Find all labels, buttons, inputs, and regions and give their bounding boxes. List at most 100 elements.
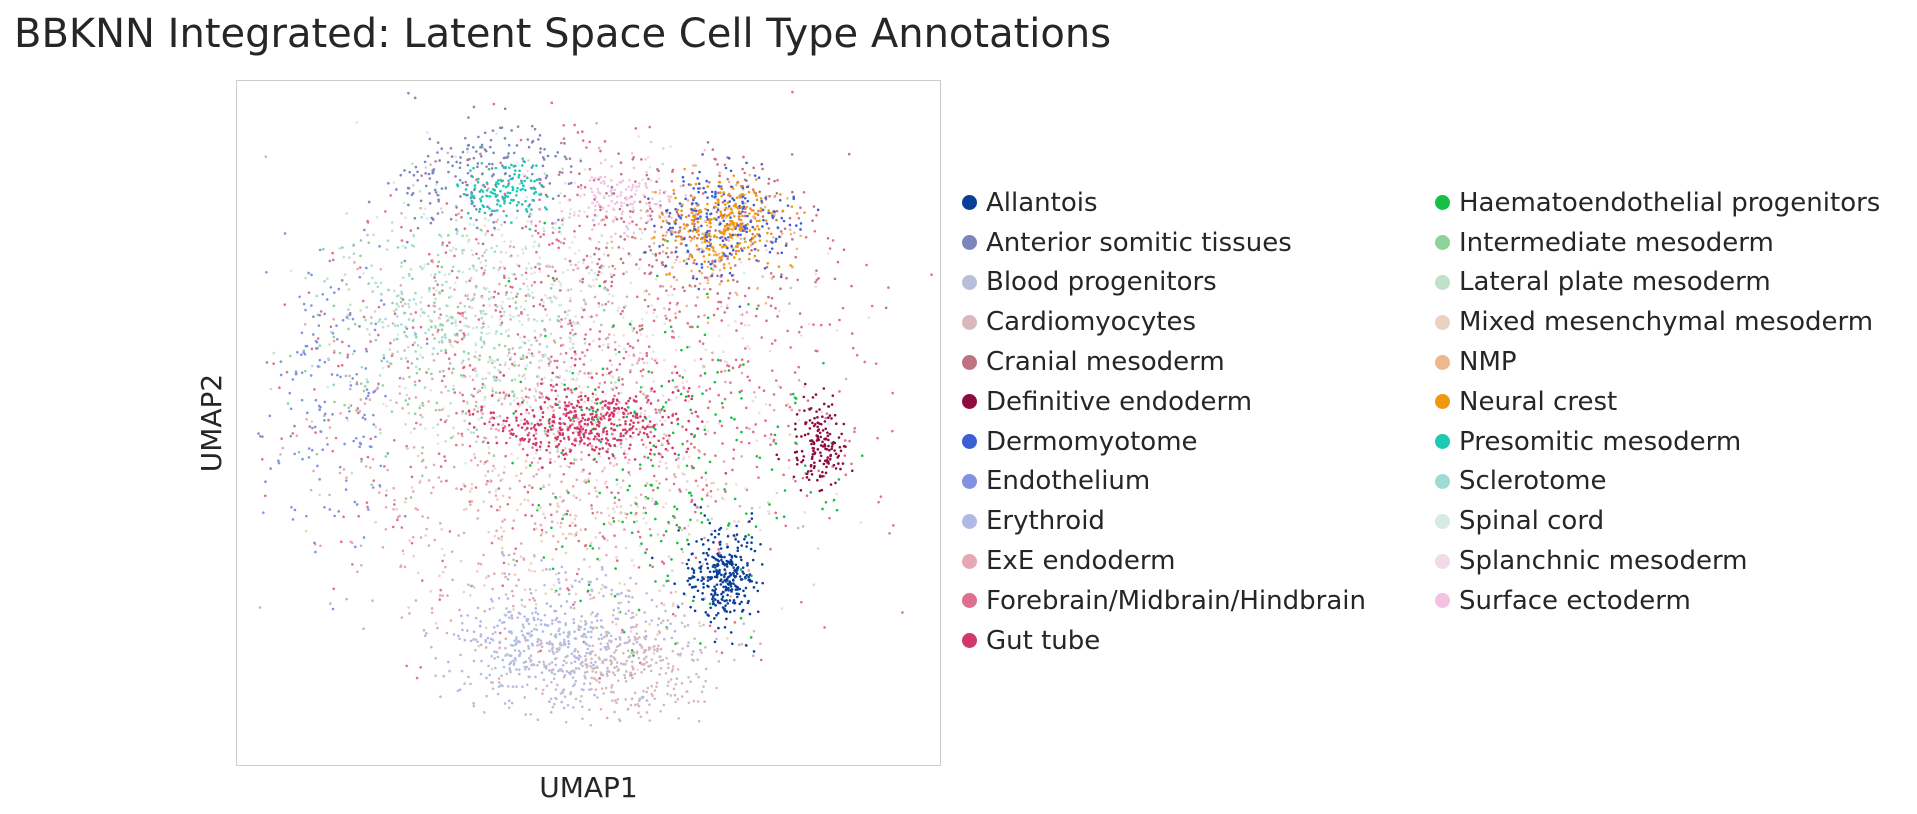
data-point bbox=[434, 160, 437, 163]
data-point bbox=[504, 251, 508, 254]
data-point bbox=[694, 304, 698, 307]
data-point bbox=[628, 484, 631, 488]
data-point bbox=[657, 630, 661, 633]
data-point bbox=[565, 310, 568, 313]
data-point bbox=[514, 658, 517, 662]
data-point bbox=[671, 229, 674, 233]
data-point bbox=[577, 628, 581, 632]
data-point bbox=[604, 280, 607, 283]
data-point bbox=[418, 367, 421, 371]
data-point bbox=[449, 343, 452, 347]
data-point bbox=[666, 255, 670, 259]
data-point bbox=[263, 494, 267, 498]
data-point bbox=[643, 393, 647, 397]
data-point bbox=[606, 336, 610, 340]
data-point bbox=[602, 468, 605, 472]
data-point bbox=[720, 258, 723, 262]
data-point bbox=[371, 486, 375, 489]
data-point bbox=[592, 223, 596, 227]
data-point bbox=[540, 298, 544, 302]
data-point bbox=[504, 454, 507, 458]
data-point bbox=[540, 671, 544, 674]
data-point bbox=[649, 458, 653, 462]
data-point bbox=[509, 643, 513, 647]
data-point bbox=[698, 282, 702, 286]
data-point bbox=[665, 208, 669, 212]
data-point bbox=[454, 175, 457, 178]
data-point bbox=[583, 544, 587, 548]
data-point bbox=[536, 718, 540, 722]
data-point bbox=[710, 481, 713, 485]
data-point bbox=[717, 259, 721, 262]
data-point bbox=[443, 455, 446, 458]
data-point bbox=[599, 619, 603, 622]
data-point bbox=[786, 197, 789, 200]
data-point bbox=[487, 574, 490, 578]
data-point bbox=[550, 587, 554, 591]
data-point bbox=[579, 699, 582, 703]
data-point bbox=[571, 328, 574, 332]
data-point bbox=[577, 260, 580, 264]
data-point bbox=[508, 666, 511, 670]
data-point bbox=[575, 531, 579, 534]
data-point bbox=[269, 387, 273, 391]
data-point bbox=[498, 508, 501, 512]
data-point bbox=[573, 654, 576, 658]
data-point bbox=[483, 148, 487, 151]
data-point bbox=[586, 436, 590, 440]
data-point bbox=[526, 138, 530, 141]
data-point bbox=[553, 702, 556, 706]
series-group bbox=[362, 547, 706, 723]
data-point bbox=[368, 466, 372, 469]
data-point bbox=[569, 513, 572, 517]
data-point bbox=[627, 655, 631, 659]
data-point bbox=[677, 717, 680, 720]
data-point bbox=[717, 191, 720, 195]
data-point bbox=[597, 637, 601, 641]
data-point bbox=[548, 182, 552, 185]
data-point bbox=[489, 427, 493, 430]
data-point bbox=[673, 452, 677, 456]
data-point bbox=[636, 702, 640, 706]
data-point bbox=[605, 485, 609, 489]
data-point bbox=[496, 508, 499, 512]
data-point bbox=[612, 464, 616, 468]
data-point bbox=[329, 286, 333, 289]
data-point bbox=[628, 423, 632, 426]
data-point bbox=[336, 337, 339, 341]
data-point bbox=[377, 305, 381, 309]
data-point bbox=[600, 348, 604, 352]
data-point bbox=[555, 650, 559, 654]
data-point bbox=[642, 443, 645, 446]
data-point bbox=[816, 547, 820, 550]
data-point bbox=[413, 412, 417, 416]
data-point bbox=[492, 572, 496, 575]
data-point bbox=[493, 366, 496, 369]
data-point bbox=[522, 399, 525, 402]
data-point bbox=[407, 345, 410, 349]
data-point bbox=[788, 433, 792, 436]
data-point bbox=[468, 223, 472, 226]
data-point bbox=[651, 333, 655, 337]
data-point bbox=[626, 452, 629, 456]
data-point bbox=[290, 505, 293, 509]
data-point bbox=[743, 226, 746, 229]
data-point bbox=[289, 434, 293, 438]
data-point bbox=[703, 287, 706, 291]
data-point bbox=[687, 491, 691, 495]
data-point bbox=[658, 673, 661, 676]
data-point bbox=[600, 271, 604, 275]
data-point bbox=[542, 663, 546, 666]
data-point bbox=[765, 319, 768, 322]
data-point bbox=[318, 478, 321, 481]
data-point bbox=[519, 502, 522, 506]
data-point bbox=[502, 209, 505, 213]
data-point bbox=[611, 507, 615, 511]
data-point bbox=[454, 155, 458, 158]
data-point bbox=[476, 226, 479, 230]
data-point bbox=[371, 276, 374, 280]
data-point bbox=[670, 569, 674, 572]
data-point bbox=[675, 677, 679, 680]
data-point bbox=[481, 382, 485, 386]
data-point bbox=[724, 216, 728, 219]
